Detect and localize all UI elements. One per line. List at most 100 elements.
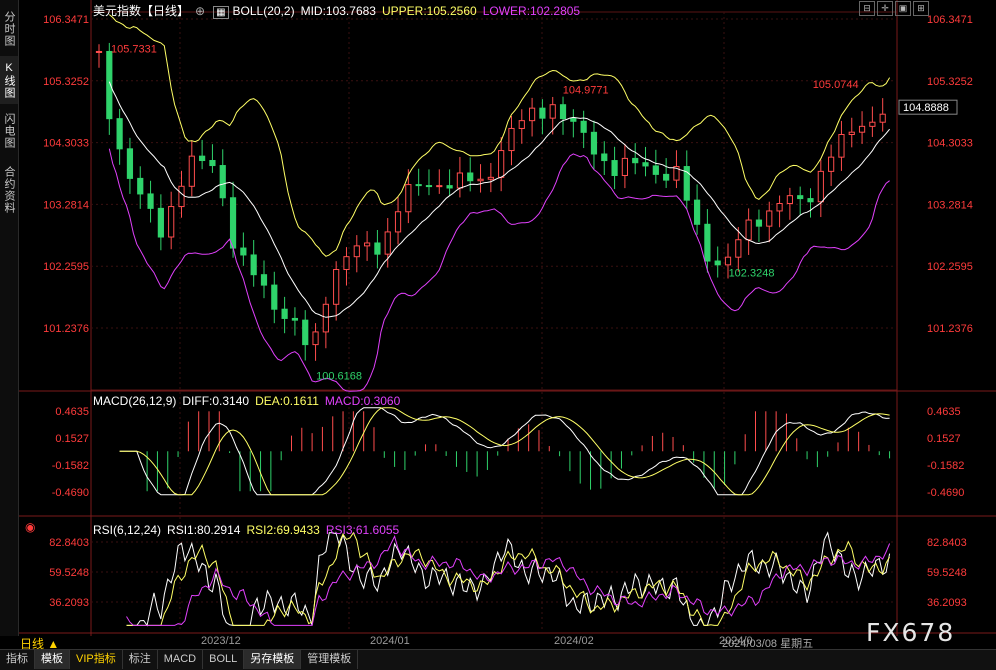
macd-tick-left: -0.4690 xyxy=(52,487,89,499)
candle-body xyxy=(487,176,494,180)
tab-contract-info[interactable]: 合约资料 xyxy=(3,166,15,214)
bottom-tab-indicator[interactable]: 指标 xyxy=(0,650,35,669)
price-tick-right: 106.3471 xyxy=(927,14,973,26)
candle-body xyxy=(797,195,804,200)
bottom-tab-annotate[interactable]: 标注 xyxy=(123,650,158,669)
price-tick-right: 105.3252 xyxy=(927,76,973,88)
bottom-tab-boll[interactable]: BOLL xyxy=(203,650,245,669)
rsi3-line xyxy=(126,535,891,626)
candle-body xyxy=(498,150,505,178)
macd-tick-right: 0.1527 xyxy=(927,433,961,445)
candle-body xyxy=(663,173,670,181)
macd-tick-right: 0.4635 xyxy=(927,406,961,418)
rsi-tick-left: 36.2093 xyxy=(49,597,89,609)
instrument-title: 美元指数【日线】 xyxy=(93,4,190,18)
candle-body xyxy=(848,131,855,135)
price-tick-left: 103.2814 xyxy=(43,199,89,211)
extreme-price-label: 105.7331 xyxy=(111,43,157,55)
period-label: 日线 xyxy=(20,637,45,651)
candle-body xyxy=(116,118,123,150)
crosshair-icon[interactable]: ✛ xyxy=(877,1,893,16)
tab-kline[interactable]: K线图 xyxy=(0,56,18,104)
candle-body xyxy=(828,156,835,172)
time-axis: 2023/12 2024/01 2024/02 2024/0 xyxy=(19,634,996,649)
candle-body xyxy=(168,206,175,238)
candles-group xyxy=(95,42,886,361)
zoom-out-icon[interactable]: ⊟ xyxy=(859,1,875,16)
candle-body xyxy=(281,308,288,319)
bottom-tab-save-template[interactable]: 另存模板 xyxy=(244,650,302,669)
macd-tick-left: 0.1527 xyxy=(55,433,89,445)
candle-body xyxy=(735,239,742,258)
candle-body xyxy=(580,120,587,133)
macd-tick-left: 0.4635 xyxy=(55,406,89,418)
candle-body xyxy=(322,303,329,333)
tab-timeshare[interactable]: 分时图 xyxy=(3,11,15,47)
candle-body xyxy=(601,153,608,162)
bottom-tab-macd[interactable]: MACD xyxy=(158,650,204,669)
candle-body xyxy=(632,157,639,164)
candle-body xyxy=(188,155,195,187)
candle-body xyxy=(95,50,103,53)
bottom-tab-vip-indicator[interactable]: VIP指标 xyxy=(70,650,123,669)
candle-body xyxy=(549,104,556,119)
candle-body xyxy=(456,172,464,189)
candle-body xyxy=(260,274,268,286)
bottom-tab-template[interactable]: 模板 xyxy=(35,650,70,669)
candle-body xyxy=(724,256,732,266)
candle-body xyxy=(374,242,381,255)
rsi-settings-icon[interactable]: ◉ xyxy=(25,520,36,534)
boll-upper: UPPER:105.2560 xyxy=(381,4,477,18)
boll-mid-line xyxy=(108,81,890,318)
candle-body xyxy=(704,223,711,262)
candle-body xyxy=(147,193,154,209)
rsi3-value: RSI3:61.6055 xyxy=(325,523,400,537)
boll-upper-line xyxy=(108,14,891,257)
candle-body xyxy=(467,172,474,182)
bottom-toolbar: 指标 模板 VIP指标 标注 MACD BOLL 另存模板 管理模板 xyxy=(0,649,996,670)
maximize-icon[interactable]: ⊞ xyxy=(913,1,929,16)
chart-area[interactable]: 106.3471 106.3471 105.3252 105.3252 104.3033… xyxy=(19,0,996,636)
boll-mid: MID:103.7683 xyxy=(300,4,376,18)
extreme-price-label: 100.6168 xyxy=(316,370,362,382)
candle-body xyxy=(394,211,402,233)
candle-body xyxy=(364,242,371,247)
time-label: 2024/02 xyxy=(554,635,594,647)
candle-body xyxy=(446,185,453,189)
candle-body xyxy=(477,178,484,182)
kline-svg[interactable]: 106.3471 106.3471 105.3252 105.3252 104.3033… xyxy=(19,0,996,636)
watermark-logo: FX678 xyxy=(866,618,956,647)
macd-tick-right: -0.1582 xyxy=(927,460,964,472)
candle-body xyxy=(879,113,886,123)
candle-body xyxy=(229,197,237,249)
rsi1-line xyxy=(126,531,891,627)
candle-body xyxy=(333,269,340,305)
candle-body xyxy=(776,202,783,212)
rsi1-value: RSI1:80.2914 xyxy=(167,523,241,537)
candle-body xyxy=(425,185,433,188)
settings-gear-icon[interactable]: ⊕ xyxy=(195,4,206,18)
candle-body xyxy=(755,219,763,227)
restore-icon[interactable]: ▣ xyxy=(895,1,911,16)
candle-body xyxy=(673,166,680,181)
extreme-price-label: 105.0744 xyxy=(813,79,859,91)
cursor-date: 2024/03/08 星期五 xyxy=(722,638,814,650)
main-panel-frame xyxy=(90,11,898,391)
candle-body xyxy=(291,317,299,321)
rsi-tick-right: 36.2093 xyxy=(927,597,967,609)
candle-body xyxy=(250,254,257,276)
tab-lightning[interactable]: 闪电图 xyxy=(3,113,15,149)
time-label: 2023/12 xyxy=(201,635,241,647)
candle-body xyxy=(539,107,546,119)
price-tick-right: 101.2376 xyxy=(927,323,973,335)
candle-body xyxy=(858,125,866,133)
candle-body xyxy=(343,256,350,271)
bottom-tab-manage-template[interactable]: 管理模板 xyxy=(301,650,359,669)
period-selector[interactable]: 日线 ▲ xyxy=(20,637,60,651)
candle-body xyxy=(642,162,649,167)
chart-type-icon[interactable]: ▦ xyxy=(213,6,229,19)
macd-label: MACD(26,12,9) xyxy=(93,394,177,408)
candle-body xyxy=(817,170,824,203)
rsi-tick-left: 59.5248 xyxy=(49,567,89,579)
price-tick-right: 103.2814 xyxy=(927,199,973,211)
